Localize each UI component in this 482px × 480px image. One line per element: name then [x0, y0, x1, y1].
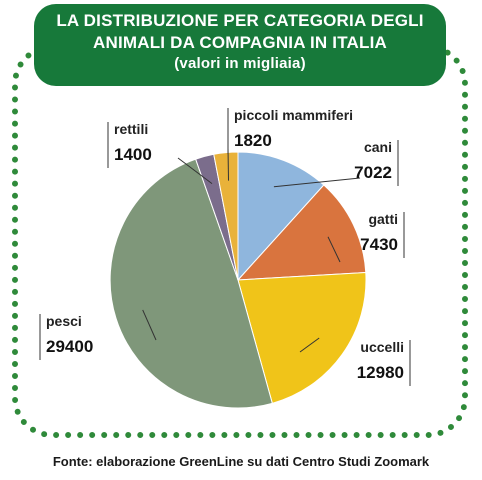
leader-line-rettili	[177, 157, 213, 184]
slice-label-piccoli-mammiferi: piccoli mammiferi	[234, 107, 353, 123]
slice-value-uccelli: 12980	[357, 363, 404, 382]
slice-label-cani: cani	[364, 139, 392, 155]
source-note: Fonte: elaborazione GreenLine su dati Ce…	[52, 454, 430, 469]
pie-slice-uccelli	[237, 271, 367, 404]
chart-title-line-1: LA DISTRIBUZIONE PER CATEGORIA DEGLI	[56, 11, 424, 30]
title-box: LA DISTRIBUZIONE PER CATEGORIA DEGLI ANI…	[34, 4, 446, 86]
leader-line-pesci	[142, 309, 157, 341]
slice-value-rettili: 1400	[114, 145, 152, 164]
leader-line-uccelli	[299, 337, 320, 353]
slice-labels: cani 7022 gatti 7430 uccelli 12980 pesci 29400 r…	[46, 107, 404, 382]
pie-chart: cani 7022 gatti 7430 uccelli 12980 pesci 29400 r…	[39, 107, 411, 409]
slice-label-uccelli: uccelli	[360, 339, 404, 355]
chart-title-line-2: ANIMALI DA COMPAGNIA IN ITALIA	[92, 33, 388, 52]
slice-value-gatti: 7430	[360, 235, 398, 254]
leader-lines	[39, 108, 411, 386]
leader-line-cani	[273, 177, 361, 188]
slice-label-rettili: rettili	[114, 121, 148, 137]
slice-value-pesci: 29400	[46, 337, 93, 356]
slice-label-pesci: pesci	[46, 313, 82, 329]
pie-slices	[109, 151, 367, 409]
pie-slice-gatti	[236, 184, 367, 281]
slice-value-cani: 7022	[354, 163, 392, 182]
pie-slice-pesci	[109, 158, 273, 409]
chart-subtitle: (valori in migliaia)	[174, 55, 306, 72]
pie-slice-piccoli-mammiferi	[213, 151, 239, 281]
slice-label-gatti: gatti	[368, 211, 398, 227]
leader-line-gatti	[327, 236, 341, 263]
slice-value-piccoli-mammiferi: 1820	[234, 131, 272, 150]
